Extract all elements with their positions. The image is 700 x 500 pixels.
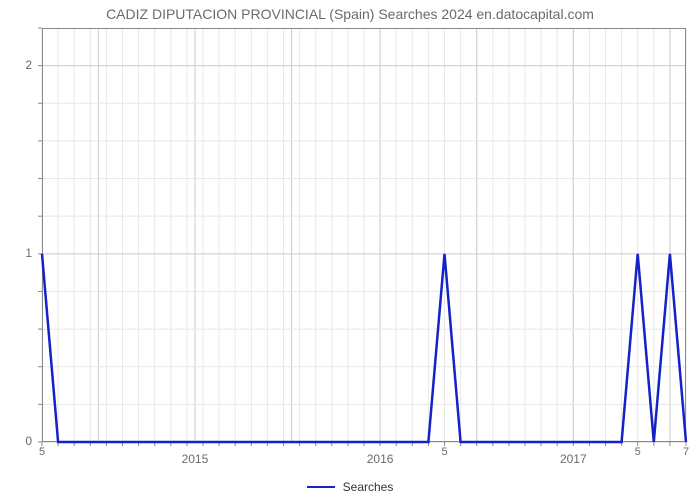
chart-title: CADIZ DIPUTACION PROVINCIAL (Spain) Sear…: [0, 6, 700, 22]
x-year-label: 2015: [175, 452, 215, 466]
legend-label: Searches: [343, 480, 394, 494]
plot-area: [42, 28, 686, 442]
chart-container: { "chart": { "type": "line", "title": "C…: [0, 0, 700, 500]
x-sub-label: 5: [439, 446, 451, 458]
x-sub-label: 7: [680, 446, 692, 458]
y-tick-label: 0: [0, 434, 32, 448]
y-tick-label: 2: [0, 58, 32, 72]
x-year-label: 2017: [553, 452, 593, 466]
chart-svg: [42, 28, 686, 442]
y-tick-label: 1: [0, 246, 32, 260]
x-year-label: 2016: [360, 452, 400, 466]
legend: Searches: [0, 480, 700, 494]
x-sub-label: 5: [632, 446, 644, 458]
legend-swatch: [307, 486, 335, 488]
x-sub-label: 5: [36, 446, 48, 458]
